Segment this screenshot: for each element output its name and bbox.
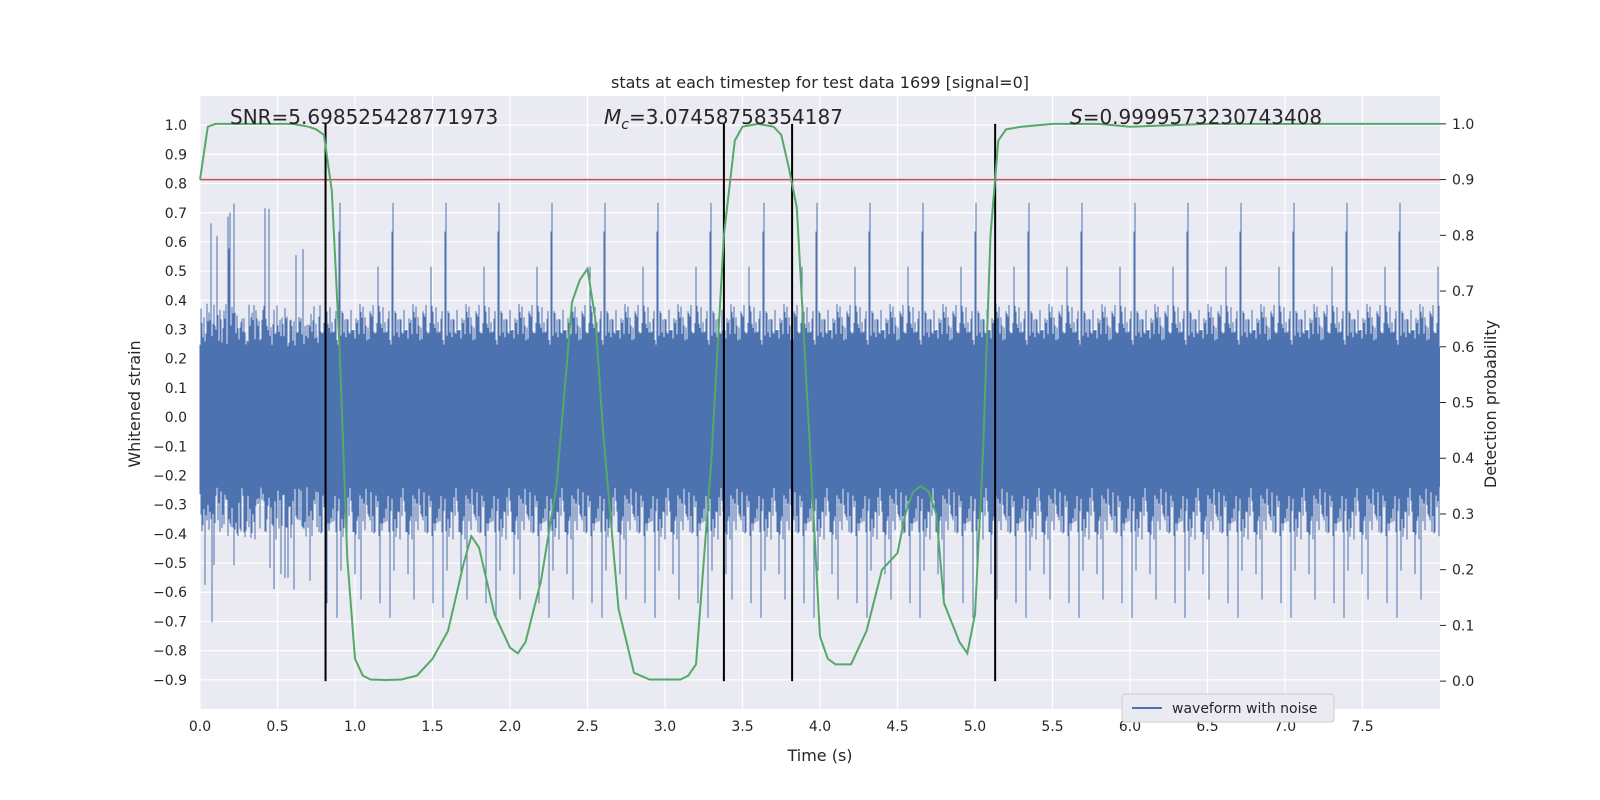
- y-right-tick-label: 0.3: [1452, 507, 1474, 523]
- y-right-tick-labels: 1.0 0.9 0.8 0.7 0.6 0.5 0.4 0.3 0.2 0.1 0.0: [1440, 117, 1474, 690]
- x-tick-label: 3.5: [731, 719, 753, 735]
- chirp-mass-value: =3.07458758354187: [629, 105, 843, 129]
- y-left-tick-label: −0.7: [153, 614, 187, 630]
- y-left-tick-label: 0.7: [165, 206, 187, 222]
- x-tick-label: 5.0: [964, 719, 986, 735]
- detection-probability-line: [199, 122, 1440, 682]
- chirp-mass-symbol: M: [604, 105, 621, 129]
- y-right-tick-label: 1.0: [1452, 117, 1474, 133]
- vertical-markers: [324, 123, 997, 682]
- y-left-tick-label: 0.2: [165, 352, 187, 368]
- y-right-tick-label: 0.7: [1452, 284, 1474, 300]
- statistic-annotation: S=0.9999573230743408: [1070, 105, 1322, 129]
- x-tick-label: 2.5: [576, 719, 598, 735]
- y-right-axis-label: Detection probability: [1481, 320, 1500, 488]
- legend-box: [1121, 693, 1335, 723]
- y-right-tick-label: 0.0: [1452, 674, 1474, 690]
- y-left-tick-labels: 1.0 0.9 0.8 0.7 0.6 0.5 0.4 0.3 0.2 0.1 0.0 −0.1 −0.…: [153, 118, 187, 689]
- y-left-tick-label: 0.6: [165, 235, 187, 251]
- chirp-mass-annotation: Mc=3.07458758354187: [604, 105, 843, 133]
- y-right-tick-label: 0.9: [1452, 173, 1474, 189]
- chart-title: stats at each timestep for test data 169…: [611, 73, 1029, 92]
- x-tick-label: 1.0: [344, 719, 366, 735]
- noise-trace: [199, 202, 1440, 623]
- y-left-tick-label: 0.3: [165, 323, 187, 339]
- y-left-tick-label: −0.2: [153, 468, 187, 484]
- y-left-axis-label: Whitened strain: [125, 340, 144, 467]
- x-tick-label: 0.5: [266, 719, 288, 735]
- y-right-tick-label: 0.5: [1452, 396, 1474, 412]
- y-right-tick-label: 0.8: [1452, 228, 1474, 244]
- statistic-value: =0.9999573230743408: [1083, 105, 1322, 129]
- y-left-tick-label: −0.4: [153, 527, 187, 543]
- y-left-tick-label: −0.3: [153, 498, 187, 514]
- x-tick-label: 6.5: [1196, 719, 1218, 735]
- y-left-tick-label: −0.1: [153, 439, 187, 455]
- x-tick-label: 7.5: [1351, 719, 1373, 735]
- x-tick-label: 5.5: [1041, 719, 1063, 735]
- chirp-mass-subscript: c: [621, 117, 629, 133]
- waveform-with-noise-series: [199, 202, 1440, 623]
- y-left-tick-label: 0.5: [165, 264, 187, 280]
- y-left-tick-label: 0.0: [165, 410, 187, 426]
- legend-label-waveform-with-noise: waveform with noise: [1172, 701, 1317, 717]
- x-tick-label: 6.0: [1119, 719, 1141, 735]
- x-axis-label: Time (s): [786, 746, 852, 765]
- snr-annotation: SNR=5.698525428771973: [230, 105, 498, 129]
- x-tick-label: 2.0: [499, 719, 521, 735]
- x-tick-label: 7.0: [1274, 719, 1296, 735]
- x-tick-label: 1.5: [421, 719, 443, 735]
- y-left-tick-label: 0.8: [165, 177, 187, 193]
- y-left-tick-label: −0.8: [153, 644, 187, 660]
- y-right-tick-label: 0.1: [1452, 618, 1474, 634]
- y-left-tick-label: 0.4: [165, 293, 187, 309]
- x-tick-labels: 0.0 0.5 1.0 1.5 2.0 2.5 3.0 3.5 4.0 4.5 5.0 5.5 6.0 6…: [189, 719, 1374, 735]
- y-left-tick-label: 0.1: [165, 381, 187, 397]
- y-right-tick-label: 0.2: [1452, 563, 1474, 579]
- x-tick-label: 0.0: [189, 719, 211, 735]
- y-left-tick-label: −0.9: [153, 673, 187, 689]
- x-tick-label: 3.0: [654, 719, 676, 735]
- y-right-tick-label: 0.6: [1452, 340, 1474, 356]
- x-tick-label: 4.5: [886, 719, 908, 735]
- y-left-tick-label: 1.0: [165, 118, 187, 134]
- x-tick-label: 4.0: [809, 719, 831, 735]
- statistic-symbol: S: [1070, 105, 1083, 129]
- y-left-tick-label: 0.9: [165, 147, 187, 163]
- y-right-tick-label: 0.4: [1452, 451, 1474, 467]
- y-left-tick-label: −0.5: [153, 556, 187, 572]
- legend: waveform with noise: [1121, 693, 1335, 723]
- y-left-tick-label: −0.6: [153, 585, 187, 601]
